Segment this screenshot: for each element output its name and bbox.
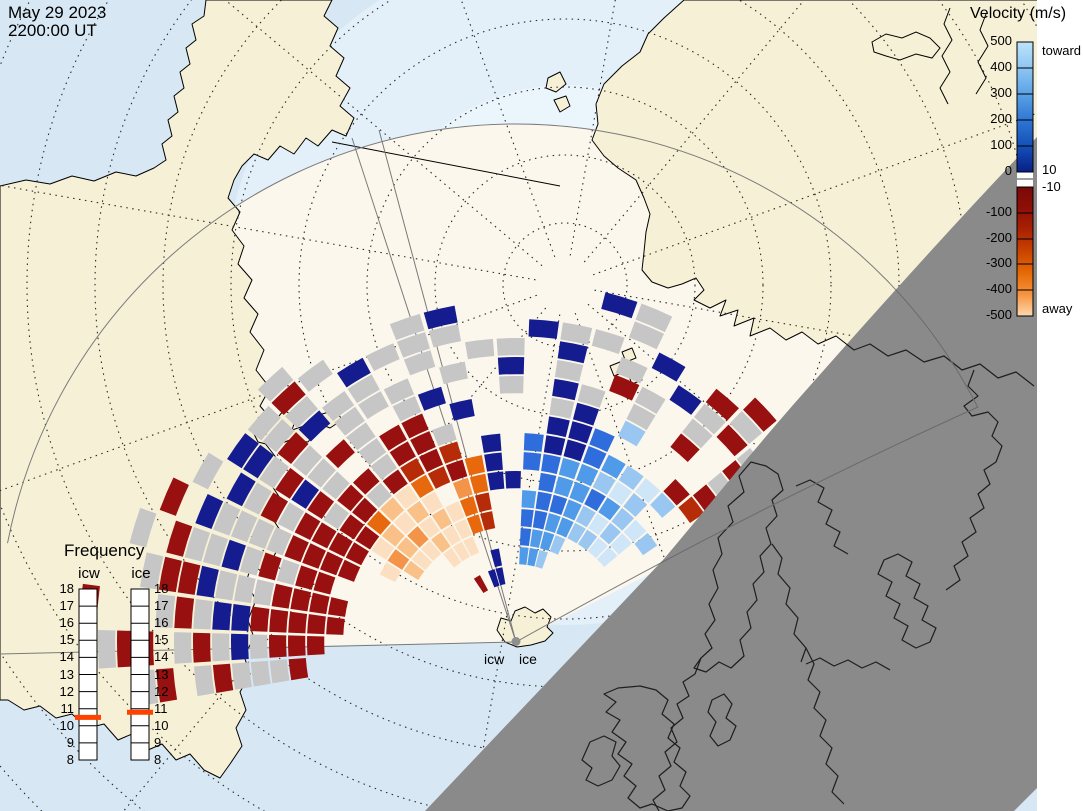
frequency-tick-label: 11	[60, 700, 75, 716]
time-label: 2200:00 UT	[8, 21, 97, 40]
velocity-tick-label: 400	[990, 59, 1012, 74]
velocity-tick-label: -500	[985, 307, 1012, 322]
velocity-tick-label: -300	[985, 255, 1012, 270]
velocity-away-label: away	[1042, 301, 1073, 316]
frequency-tick-label: 13	[59, 666, 74, 682]
frequency-tick-label: 14	[154, 649, 169, 665]
frequency-tick-label: 15	[154, 632, 169, 648]
frequency-tick-label: 8	[154, 752, 162, 767]
frequency-tick-label: 12	[154, 683, 169, 699]
frequency-marker	[75, 714, 101, 720]
frequency-tick-label: 8	[66, 752, 74, 767]
velocity-tick-label: 0	[1004, 163, 1012, 178]
velocity-minus10-label: -10	[1042, 179, 1061, 194]
radar-fan-layer	[79, 292, 801, 706]
frequency-marker	[127, 709, 153, 715]
frequency-tick-label: 17	[59, 598, 74, 614]
frequency-tick-label: 16	[154, 615, 169, 631]
velocity-legend-title: Velocity (m/s)	[970, 5, 1067, 22]
frequency-column-icw: icw	[78, 565, 100, 582]
velocity-toward-label: toward	[1042, 43, 1082, 58]
date-label: May 29 2023	[8, 3, 107, 22]
frequency-tick-label: 18	[59, 581, 74, 596]
frequency-tick-label: 13	[154, 666, 169, 682]
frequency-tick-label: 14	[59, 649, 74, 665]
velocity-plus10-label: 10	[1042, 162, 1057, 177]
frequency-tick-label: 10	[59, 717, 74, 733]
frequency-tick-label: 16	[59, 615, 74, 631]
frequency-column-ice: ice	[131, 565, 151, 582]
velocity-tick-label: 500	[990, 33, 1012, 48]
radar-label-ice: ice	[519, 651, 537, 667]
velocity-colorbar	[1016, 41, 1034, 317]
frequency-tick-label: 11	[154, 700, 168, 716]
white-margin	[1037, 0, 1083, 811]
frequency-tick-label: 9	[154, 734, 162, 750]
frequency-legend-title: Frequency	[64, 541, 145, 560]
frequency-tick-label: 12	[59, 683, 74, 699]
radar-label-icw: icw	[484, 651, 505, 667]
velocity-tick-label: 200	[990, 111, 1012, 126]
night-shading	[425, 137, 1037, 811]
frequency-tick-label: 18	[154, 581, 169, 596]
velocity-tick-label: -200	[985, 230, 1012, 245]
frequency-tick-label: 9	[66, 734, 74, 750]
frequency-tick-label: 10	[154, 717, 169, 733]
radar-site	[511, 637, 521, 646]
frequency-bars	[75, 588, 153, 761]
velocity-tick-label: 100	[990, 137, 1012, 152]
radar-site-dot	[511, 637, 521, 646]
velocity-tick-label: -400	[985, 281, 1012, 296]
velocity-tick-label: -100	[985, 204, 1012, 219]
frequency-tick-label: 15	[59, 632, 74, 648]
velocity-tick-label: 300	[990, 85, 1012, 100]
frequency-tick-label: 17	[154, 598, 169, 614]
